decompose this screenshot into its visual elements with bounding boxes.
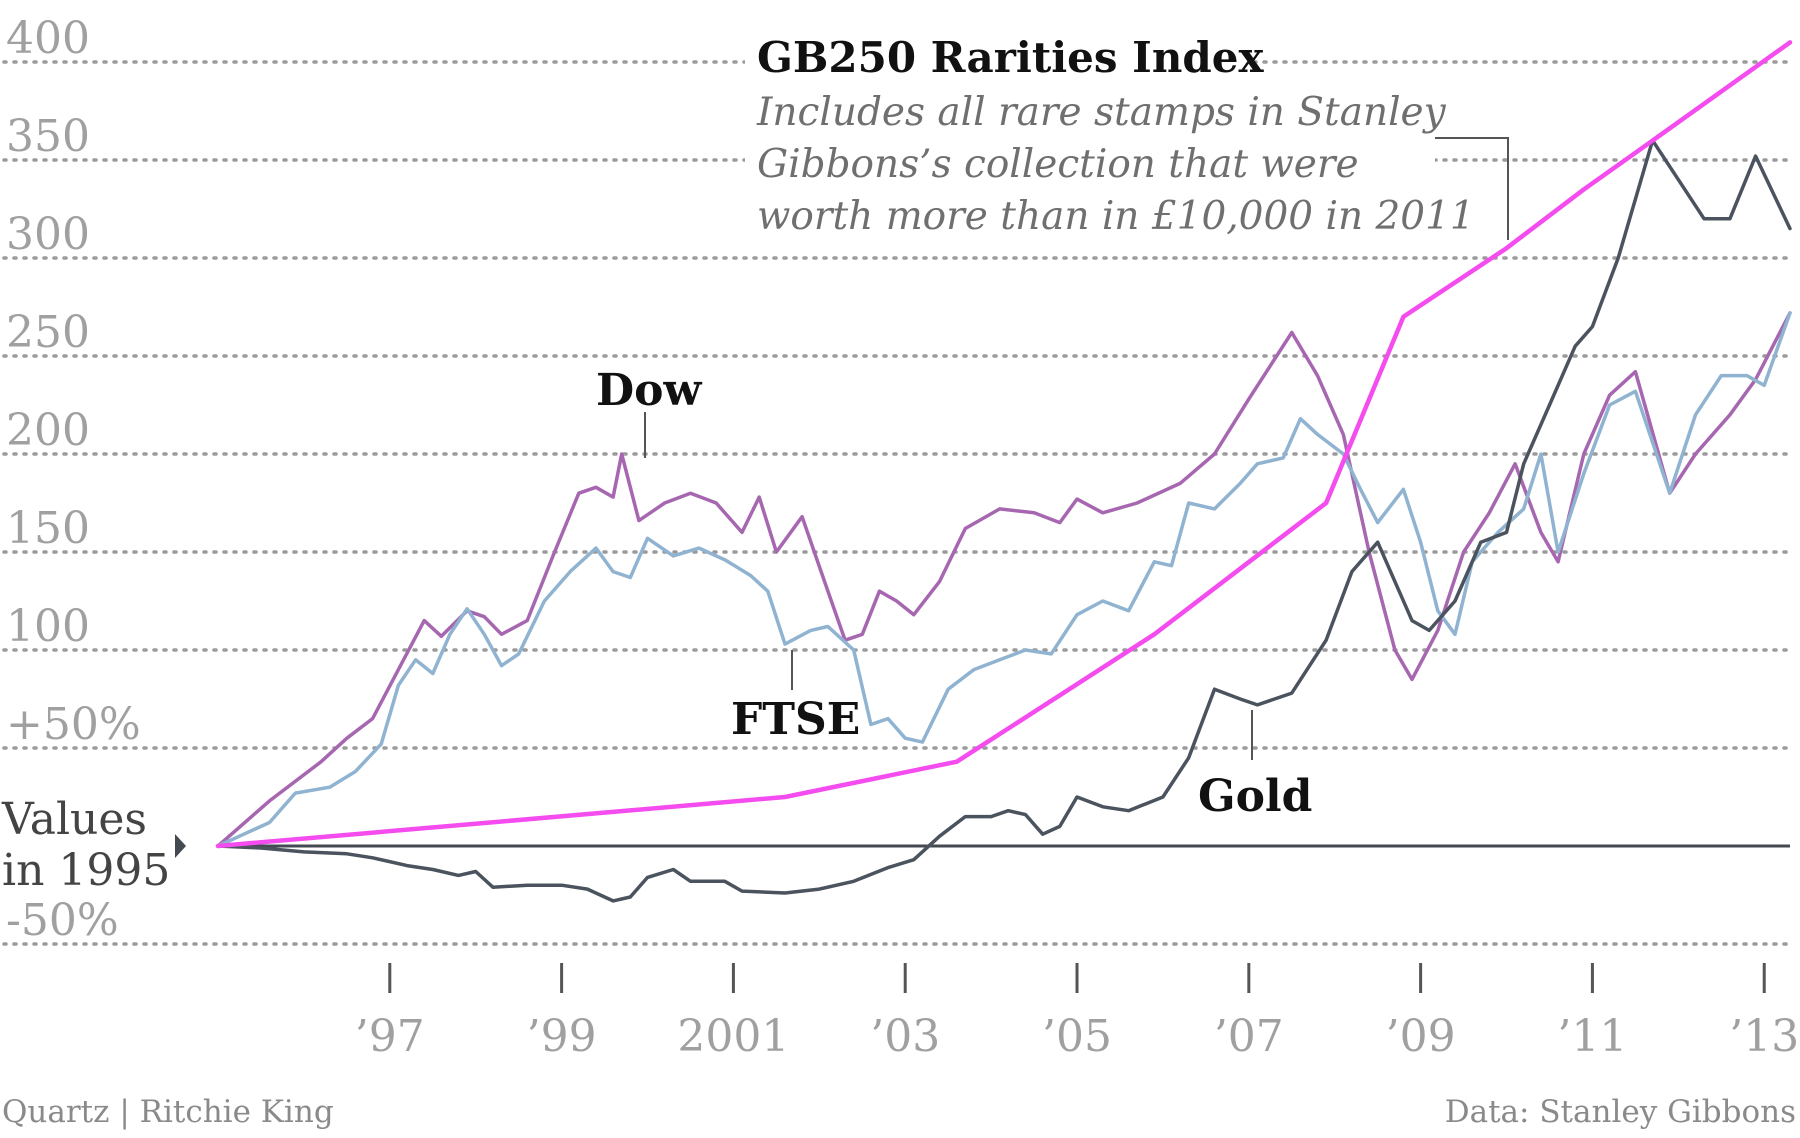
y-tick-label-6: 100	[6, 601, 90, 652]
x-tick-label-8: ’13	[1729, 1011, 1799, 1062]
series-line-dow	[216, 311, 1792, 848]
series-lines	[215, 40, 1793, 903]
y-tick-label-8: -50%	[6, 895, 119, 946]
x-tick-label-5: ’07	[1214, 1011, 1284, 1062]
annotation-text-backdrop	[745, 88, 1435, 248]
x-axis-ticks: ’97 ’99 2001 ’03 ’05 ’07 ’09 ’11 ’13	[355, 963, 1799, 1062]
baseline-label-line1: Values	[1, 794, 147, 845]
y-tick-label-7: +50%	[6, 699, 141, 750]
ftse-label: FTSE	[731, 694, 860, 745]
x-tick-label-6: ’09	[1386, 1011, 1456, 1062]
annotation-line-2: Gibbons’s collection that were	[757, 142, 1359, 187]
series-line-gb250-rarities-index	[215, 40, 1793, 849]
y-axis-tick-labels: 400 350 300 250 200 150 100 +50% -50%	[6, 13, 141, 946]
y-tick-label-3: 250	[6, 307, 90, 358]
footer-source: Data: Stanley Gibbons	[1445, 1094, 1796, 1130]
x-tick-label-2: 2001	[677, 1011, 789, 1062]
x-tick-label-7: ’11	[1557, 1011, 1627, 1062]
annotation-line-3: worth more than in £10,000 in 2011	[757, 194, 1475, 239]
y-tick-label-4: 200	[6, 405, 90, 456]
annotation-line-1: Includes all rare stamps in Stanley	[756, 90, 1447, 135]
y-tick-label-0: 400	[6, 13, 90, 64]
annotation-title: GB250 Rarities Index	[757, 33, 1264, 82]
x-tick-label-0: ’97	[355, 1011, 425, 1062]
annotation-backdrop	[745, 30, 1255, 90]
x-tick-label-1: ’99	[527, 1011, 597, 1062]
gold-label: Gold	[1198, 771, 1312, 822]
baseline-arrow-icon	[175, 834, 186, 858]
gb250-annotation-leader	[1428, 137, 1509, 240]
y-tick-label-1: 350	[6, 111, 90, 162]
baseline-label-line2: in 1995	[2, 845, 170, 896]
series-line-gold	[216, 138, 1792, 903]
y-tick-label-5: 150	[6, 503, 90, 554]
dow-label: Dow	[596, 365, 703, 416]
x-tick-label-4: ’05	[1042, 1011, 1112, 1062]
series-line-ftse	[216, 311, 1792, 848]
footer-credit: Quartz | Ritchie King	[2, 1094, 334, 1130]
y-tick-label-2: 300	[6, 209, 90, 260]
x-tick-label-3: ’03	[870, 1011, 940, 1062]
